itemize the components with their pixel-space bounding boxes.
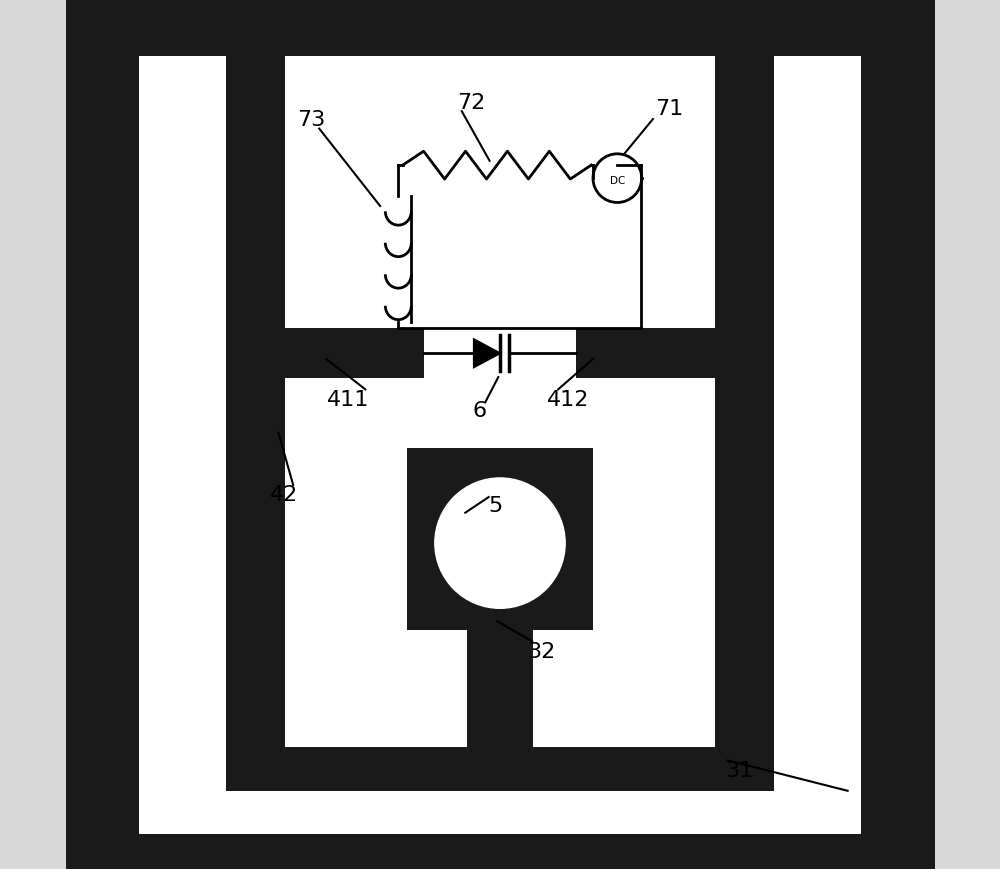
Bar — [226, 747, 774, 791]
Bar — [139, 56, 861, 834]
Bar — [226, 56, 285, 126]
Bar — [226, 126, 285, 791]
Text: 411: 411 — [327, 389, 369, 410]
Bar — [285, 378, 715, 747]
Text: DC: DC — [610, 176, 625, 186]
Bar — [285, 328, 424, 378]
Text: 6: 6 — [472, 401, 486, 421]
Text: 71: 71 — [655, 98, 684, 119]
Bar — [285, 56, 715, 747]
Bar — [861, 56, 934, 869]
Text: 73: 73 — [297, 109, 326, 130]
Text: 412: 412 — [547, 389, 589, 410]
Bar — [407, 448, 593, 630]
Bar — [715, 126, 774, 791]
Text: 72: 72 — [457, 92, 485, 113]
Bar — [467, 621, 533, 791]
Text: 31: 31 — [725, 760, 753, 781]
Bar — [66, 834, 934, 869]
Text: 5: 5 — [489, 495, 503, 516]
Bar — [66, 0, 934, 56]
Polygon shape — [474, 340, 500, 368]
Bar — [66, 56, 139, 869]
Circle shape — [435, 478, 565, 608]
Bar — [715, 56, 774, 126]
Text: 42: 42 — [270, 485, 299, 506]
Text: 32: 32 — [528, 641, 556, 662]
Bar — [576, 328, 715, 378]
